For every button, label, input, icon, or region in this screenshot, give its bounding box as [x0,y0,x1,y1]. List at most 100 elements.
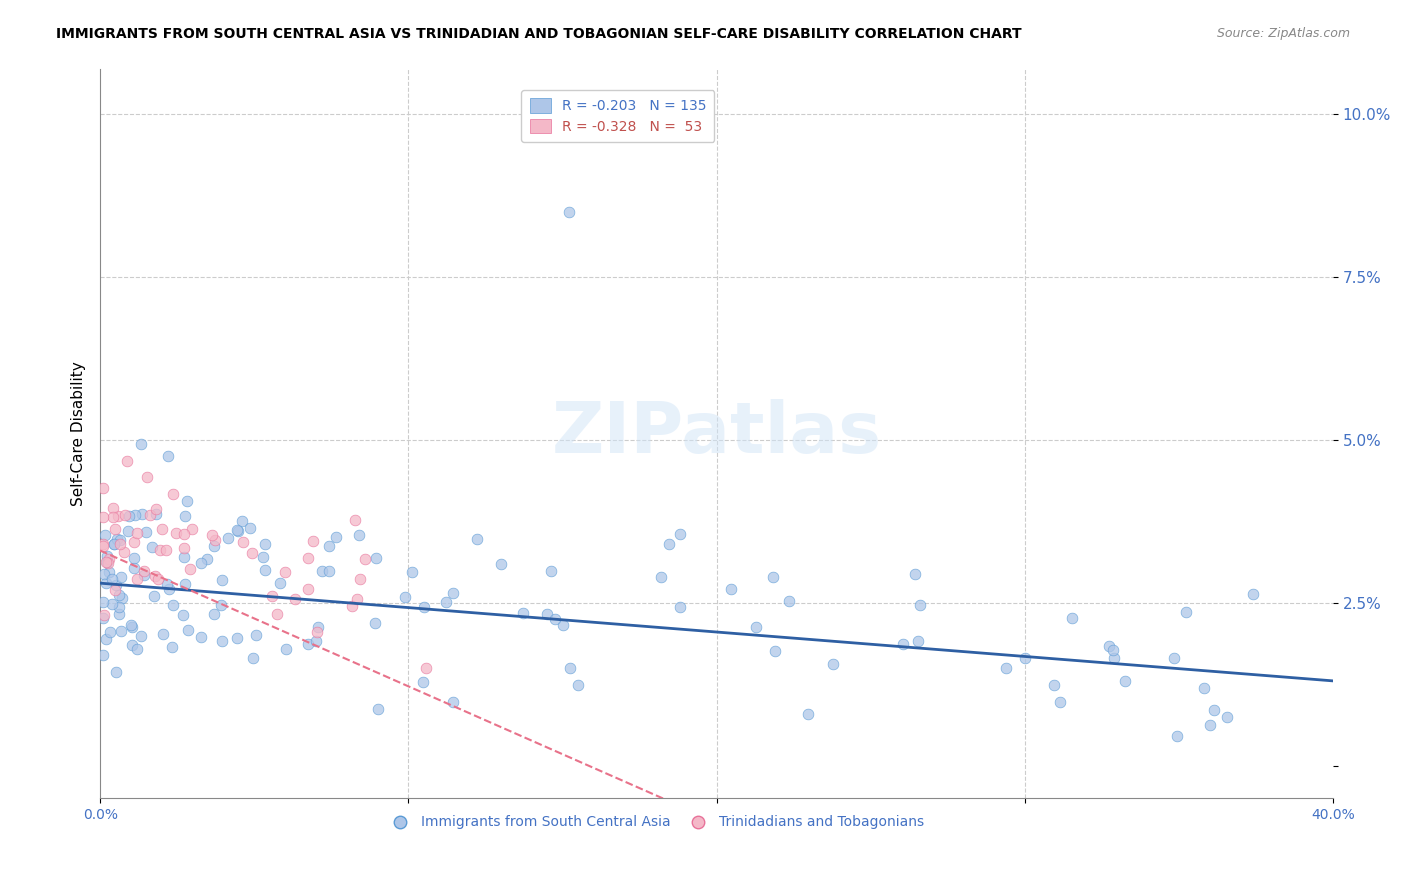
Point [114,545,136,559]
Point [201,528,224,542]
Point [1049,695,1071,709]
Point [110,533,132,548]
Point [132,564,155,578]
Point [536,607,558,621]
Legend: Immigrants from South Central Asia, Trinidadians and Tobagonians: Immigrants from South Central Asia, Trin… [380,810,929,835]
Point [107,509,129,524]
Point [1199,718,1222,732]
Point [162,487,184,501]
Point [155,542,177,557]
Point [262,589,284,603]
Point [225,523,247,537]
Point [1163,651,1185,665]
Point [1204,703,1226,717]
Point [325,530,347,544]
Point [650,570,672,584]
Point [211,573,233,587]
Point [239,521,262,535]
Point [93,595,115,609]
Point [101,597,124,611]
Point [146,572,169,586]
Point [149,543,172,558]
Point [796,706,818,721]
Point [124,508,146,522]
Point [110,536,132,550]
Point [93,567,115,582]
Point [302,533,325,548]
Point [413,599,436,614]
Point [181,522,204,536]
Point [891,637,914,651]
Point [173,527,195,541]
Point [125,525,148,540]
Point [304,634,326,648]
Point [118,509,141,524]
Point [211,634,233,648]
Point [139,508,162,522]
Point [1114,673,1136,688]
Point [107,607,129,622]
Point [669,527,692,541]
Point [162,640,184,655]
Point [157,582,180,596]
Point [97,565,120,579]
Point [297,637,319,651]
Point [96,555,118,569]
Point [172,607,194,622]
Point [96,549,118,563]
Point [349,527,371,541]
Point [544,612,567,626]
Point [1175,605,1198,619]
Point [240,546,263,560]
Point [104,522,127,536]
Point [195,551,218,566]
Y-axis label: Self-Care Disability: Self-Care Disability [72,361,86,506]
Point [100,572,122,586]
Point [96,576,118,591]
Point [252,549,274,564]
Text: IMMIGRANTS FROM SOUTH CENTRAL ASIA VS TRINIDADIAN AND TOBAGONIAN SELF-CARE DISAB: IMMIGRANTS FROM SOUTH CENTRAL ASIA VS TR… [56,27,1022,41]
Point [318,539,340,553]
Point [174,577,197,591]
Point [93,528,115,542]
Point [540,564,562,578]
Point [104,582,127,597]
Point [129,629,152,643]
Point [142,589,165,603]
Point [311,564,333,578]
Point [217,531,239,545]
Point [720,582,742,597]
Point [173,550,195,565]
Point [117,524,139,538]
Point [141,540,163,554]
Point [226,524,249,539]
Point [907,634,929,648]
Point [904,567,927,582]
Point [156,577,179,591]
Point [269,576,291,591]
Point [121,639,143,653]
Text: ZIPatlas: ZIPatlas [551,399,882,467]
Point [307,620,329,634]
Point [232,535,254,549]
Point [658,537,681,551]
Point [226,632,249,646]
Point [135,524,157,539]
Point [994,661,1017,675]
Point [567,678,589,692]
Point [108,599,131,614]
Point [778,594,800,608]
Point [204,533,226,547]
Point [441,695,464,709]
Point [761,570,783,584]
Point [108,588,131,602]
Point [91,539,114,553]
Point [179,562,201,576]
Point [1241,586,1264,600]
Point [353,552,375,566]
Point [91,482,114,496]
Point [245,628,267,642]
Point [1216,709,1239,723]
Point [125,642,148,657]
Point [122,534,145,549]
